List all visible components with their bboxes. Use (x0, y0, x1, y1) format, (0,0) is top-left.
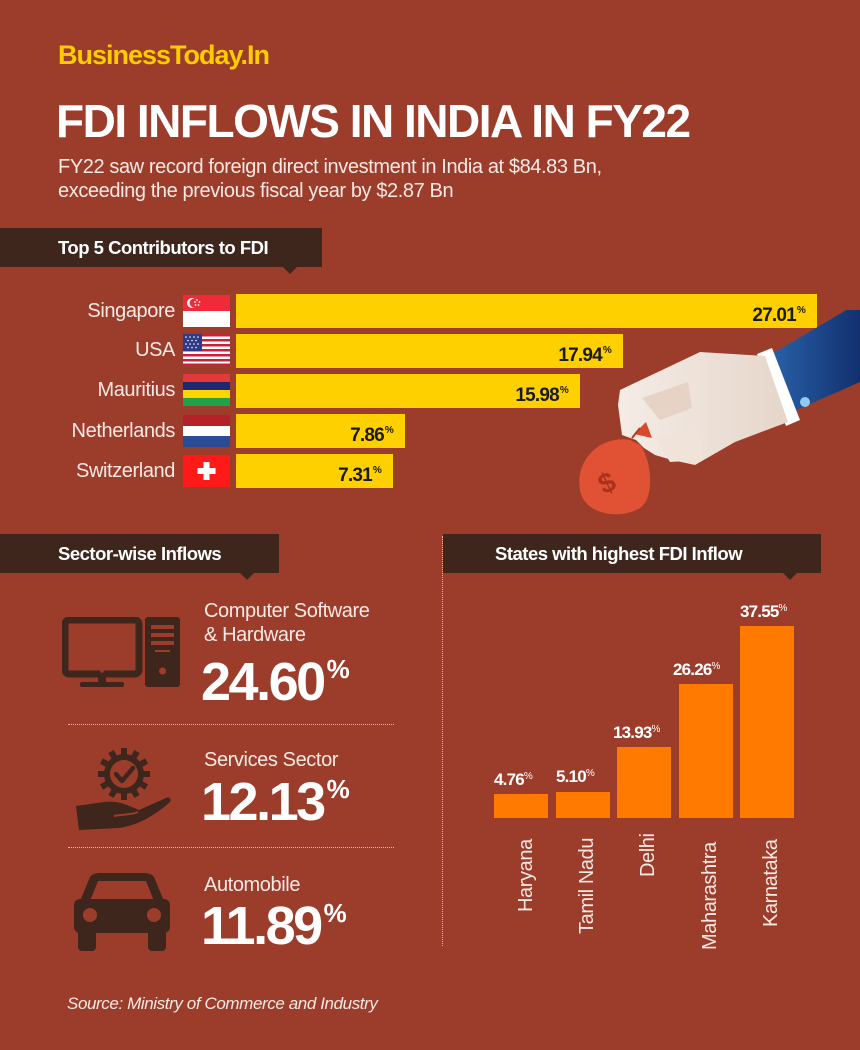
mauritius-flag-icon (183, 374, 230, 406)
state-label: Haryana (515, 839, 537, 912)
service-hand-icon (74, 748, 174, 837)
netherlands-flag-icon (183, 415, 230, 447)
bar-maharashtra (679, 684, 733, 818)
bar-value: 27.01% (752, 305, 805, 326)
page-title: FDI INFLOWS IN INDIA IN FY22 (56, 95, 691, 147)
country-label: Mauritius (97, 379, 175, 401)
bar-value: 13.93% (613, 723, 660, 742)
page-subtitle: FY22 saw record foreign direct investmen… (58, 155, 602, 203)
bar-value: 15.98% (515, 385, 568, 406)
sector-name-line2: & Hardware (204, 624, 306, 646)
sector-value: 24.60% (201, 652, 350, 712)
bar-singapore: 27.01% (236, 294, 817, 328)
sector-name-line1: Computer Software (204, 600, 370, 622)
switzerland-flag-icon (183, 455, 230, 487)
usa-flag-icon (183, 334, 230, 366)
computer-icon (61, 616, 182, 694)
bar-karnataka (740, 626, 794, 818)
sector-name: Automobile (204, 874, 301, 896)
bar-switzerland: 7.31% (236, 454, 393, 488)
divider (68, 847, 394, 848)
divider (68, 724, 394, 725)
states-heading: States with highest FDI Inflow (443, 534, 821, 580)
country-label: Switzerland (76, 460, 175, 482)
brand-logo: BusinessToday.In (58, 40, 270, 70)
bar-value: 7.86% (350, 425, 394, 446)
bar-value: 17.94% (558, 345, 611, 366)
singapore-flag-icon (183, 295, 230, 327)
bar-delhi (617, 747, 671, 818)
country-label: Singapore (87, 300, 175, 322)
subtitle-line-1: FY22 saw record foreign direct investmen… (58, 156, 602, 178)
source-note: Source: Ministry of Commerce and Industr… (67, 994, 378, 1013)
sector-name: Computer Software & Hardware (204, 599, 370, 647)
bar-tamil-nadu (556, 792, 610, 818)
state-label: Tamil Nadu (576, 837, 598, 934)
bar-netherlands: 7.86% (236, 414, 405, 448)
sector-name: Services Sector (204, 749, 339, 771)
sector-value: 11.89% (201, 896, 347, 956)
bar-value: 7.31% (338, 465, 382, 486)
bar-value: 5.10% (556, 767, 595, 786)
country-label: Netherlands (71, 420, 176, 442)
bar-value: 37.55% (740, 602, 787, 621)
country-label: USA (135, 339, 175, 361)
bar-mauritius: 15.98% (236, 374, 580, 408)
column-divider (442, 536, 443, 946)
state-label: Delhi (637, 833, 659, 877)
bar-value: 4.76% (494, 770, 533, 789)
bar-value: 26.26% (673, 660, 720, 679)
subtitle-line-2: exceeding the previous fiscal year by $2… (58, 180, 454, 202)
state-label: Karnataka (760, 839, 782, 927)
hand-money-bag-illustration: $ (560, 302, 860, 525)
sectors-heading: Sector-wise Inflows (0, 534, 279, 580)
car-icon (74, 873, 170, 956)
state-label: Maharashtra (699, 842, 721, 950)
sector-value: 12.13% (201, 772, 350, 832)
contributors-heading: Top 5 Contributors to FDI (0, 228, 322, 274)
bar-usa: 17.94% (236, 334, 623, 368)
bar-haryana (494, 794, 548, 818)
